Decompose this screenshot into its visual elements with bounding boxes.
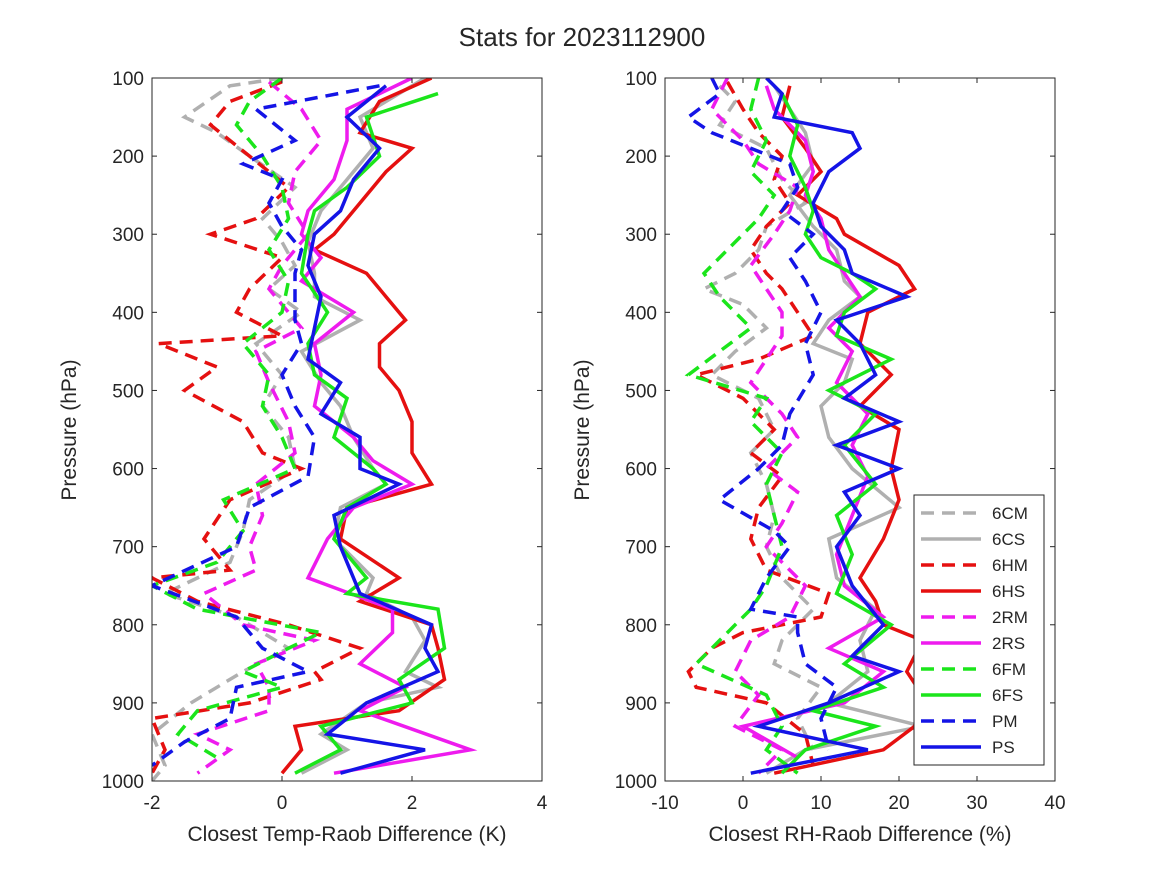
right-series-6hs [773,85,925,775]
legend-label-6fm: 6FM [992,660,1026,679]
right-y-tick-label: 1000 [615,772,657,793]
legend-label-6fs: 6FS [992,686,1023,705]
legend-label-2rs: 2RS [992,634,1025,653]
left-y-tick-label: 1000 [102,772,144,793]
left-x-axis-label: Closest Temp-Raob Difference (K) [187,823,506,846]
right-series-ps [750,78,912,775]
left-panel: -2 0 2 4 100 200 300 400 500 600 700 800 900 1000 Clo… [58,69,548,846]
right-lines [684,78,925,775]
left-y-tick-label: 600 [112,460,144,481]
legend: 6CM 6CS 6HM 6HS 2RM 2RS 6FM 6FS PM PS [913,494,1045,766]
right-x-tick-label: 10 [810,793,831,814]
left-y-tick-label: 100 [112,69,144,90]
figure-title: Stats for 2023112900 [459,22,706,52]
legend-label-6hs: 6HS [992,582,1025,601]
legend-label-6hm: 6HM [992,556,1028,575]
right-y-tick-label: 400 [625,303,657,324]
right-ticks: -10 0 10 20 30 40 100 200 300 400 500 600 700 800 900 1… [615,69,1066,814]
right-plot-area [664,77,1056,782]
left-series-6hm [152,80,365,775]
left-series-2rs [298,78,478,775]
left-series-pm [152,84,380,767]
right-y-tick-label: 100 [625,69,657,90]
right-y-tick-label: 600 [625,460,657,481]
right-x-tick-label: 30 [966,793,987,814]
right-panel: -10 0 10 20 30 40 100 200 300 400 500 600 700 800 900 1… [571,69,1066,846]
right-y-tick-label: 500 [625,381,657,402]
right-y-tick-label: 300 [625,225,657,246]
legend-label-ps: PS [992,738,1015,757]
legend-label-2rm: 2RM [992,608,1028,627]
left-ticks: -2 0 2 4 100 200 300 400 500 600 700 800 900 1000 [102,69,548,814]
right-series-pm [685,78,839,751]
right-x-tick-label: 20 [888,793,909,814]
left-y-tick-label: 700 [112,538,144,559]
left-y-axis-label: Pressure (hPa) [58,359,81,500]
right-series-6cs [765,84,923,775]
legend-label-pm: PM [992,712,1018,731]
left-y-tick-label: 500 [112,381,144,402]
left-x-tick-label: -2 [144,793,161,814]
legend-label-6cm: 6CM [992,504,1028,523]
left-series-ps [306,84,441,775]
left-lines [152,78,478,781]
right-y-tick-label: 200 [625,147,657,168]
left-plot-area [151,77,543,782]
left-x-tick-label: 2 [407,793,418,814]
right-series-6hm [686,81,831,766]
right-x-tick-label: 40 [1044,793,1065,814]
left-series-6fs [294,91,447,775]
right-y-tick-label: 700 [625,538,657,559]
left-series-6fm [152,78,327,760]
right-y-axis-label: Pressure (hPa) [571,359,594,500]
legend-label-6cs: 6CS [992,530,1025,549]
right-x-axis-label: Closest RH-Raob Difference (%) [708,823,1011,846]
right-x-tick-label: -10 [651,793,678,814]
left-y-tick-label: 300 [112,225,144,246]
left-y-tick-label: 400 [112,303,144,324]
right-y-tick-label: 800 [625,616,657,637]
left-y-tick-label: 900 [112,694,144,715]
right-y-tick-label: 900 [625,694,657,715]
right-series-6cm [699,84,824,751]
right-x-tick-label: 0 [738,793,749,814]
left-series-2rm [192,80,324,775]
left-y-tick-label: 800 [112,616,144,637]
left-y-tick-label: 200 [112,147,144,168]
left-x-tick-label: 0 [277,793,288,814]
right-series-2rm [709,78,808,775]
left-x-tick-label: 4 [537,793,548,814]
right-series-6fm [684,78,799,775]
left-series-6hs [280,78,447,775]
